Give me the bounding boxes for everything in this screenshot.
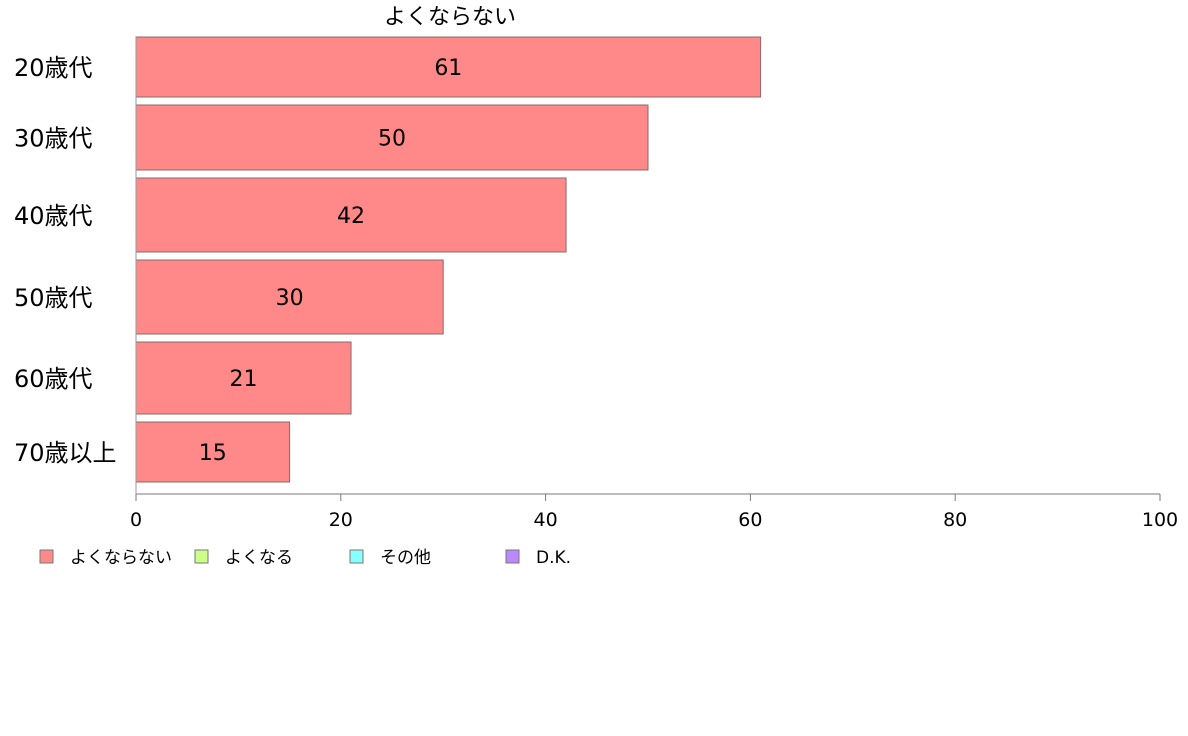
bar-4 xyxy=(135,259,444,335)
x-tick-label: 20 xyxy=(329,509,353,531)
bar-value-label: 21 xyxy=(230,367,258,392)
legend-swatch xyxy=(349,549,364,564)
bar-value-label: 42 xyxy=(337,204,365,229)
bar-value-label: 30 xyxy=(276,286,304,311)
category-label: 40歳代 xyxy=(14,202,93,230)
bar-value-label: 15 xyxy=(199,441,227,466)
category-label: 30歳代 xyxy=(14,125,93,153)
legend-label: よくなる xyxy=(225,548,293,568)
legend-label: よくならない xyxy=(70,548,172,568)
x-tick-label: 60 xyxy=(738,509,762,531)
bars-layer: 61 50 42 30 21 15 xyxy=(135,36,762,483)
x-axis: 0 20 40 60 80 100 xyxy=(130,37,1178,531)
x-tick-label: 80 xyxy=(943,509,967,531)
legend-label: その他 xyxy=(380,548,431,568)
category-label: 50歳代 xyxy=(14,284,93,312)
category-label: 70歳以上 xyxy=(14,439,117,467)
legend-label: D.K. xyxy=(536,548,571,568)
bar-6 xyxy=(135,421,291,483)
category-labels: 20歳代 30歳代 40歳代 50歳代 60歳代 70歳以上 xyxy=(14,54,117,467)
x-tick-label: 0 xyxy=(130,509,142,531)
legend-swatch xyxy=(505,549,520,564)
chart-title: よくならない xyxy=(384,5,516,30)
x-tick-label: 40 xyxy=(534,509,558,531)
legend-swatch xyxy=(194,549,209,564)
legend: よくならない よくなる その他 D.K. xyxy=(39,548,571,568)
bar-1 xyxy=(135,36,762,98)
category-label: 20歳代 xyxy=(14,54,93,82)
x-tick-label: 100 xyxy=(1142,509,1178,531)
bar-2 xyxy=(135,104,649,171)
category-label: 60歳代 xyxy=(14,365,93,393)
bar-3 xyxy=(135,177,567,253)
bar-value-label: 61 xyxy=(434,56,462,81)
bar-value-label: 50 xyxy=(378,127,406,152)
bar-5 xyxy=(135,341,352,415)
legend-swatch xyxy=(39,549,54,564)
